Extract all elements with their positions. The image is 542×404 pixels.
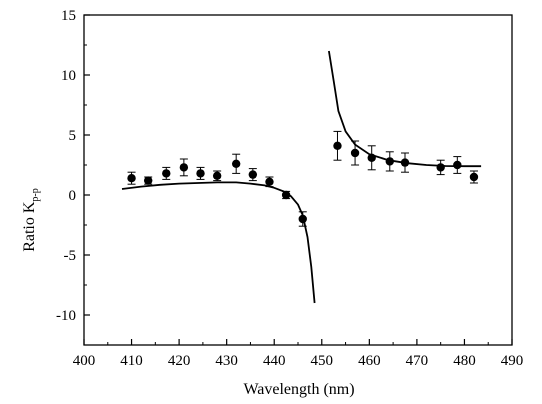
x-axis: 400 410 420 430 440 450 460 470 480 490 <box>73 339 524 369</box>
x-tick-label: 440 <box>263 353 286 369</box>
data-point <box>469 172 479 182</box>
y-tick-label: 10 <box>61 68 76 84</box>
x-tick-label: 490 <box>501 353 524 369</box>
data-point <box>231 159 241 168</box>
y-axis: 15 10 5 0 -5 -10 <box>56 8 90 346</box>
data-point <box>436 163 445 172</box>
data-points <box>127 130 479 227</box>
data-point <box>298 214 307 224</box>
data-point <box>281 190 291 200</box>
y-tick-label: 0 <box>69 188 77 204</box>
data-point <box>333 141 342 150</box>
y-tick-label: 5 <box>69 128 77 144</box>
fit-curve-segment-2 <box>328 50 482 168</box>
data-point <box>265 177 274 186</box>
data-point <box>144 176 153 185</box>
y-axis-title: Ratio Kp-p <box>21 188 41 252</box>
fit-curve-segment-1 <box>121 181 316 304</box>
data-point <box>400 158 410 167</box>
x-tick-label: 450 <box>311 353 334 369</box>
data-point <box>179 163 189 172</box>
x-tick-label: 410 <box>120 353 143 369</box>
x-tick-label: 400 <box>73 353 96 369</box>
fit-curve <box>121 50 482 304</box>
data-point <box>350 148 360 158</box>
y-tick-label: -5 <box>64 248 77 264</box>
data-point <box>367 153 376 162</box>
data-point <box>248 170 258 179</box>
data-point <box>385 157 394 166</box>
data-point <box>162 169 171 178</box>
data-point <box>212 171 222 180</box>
x-tick-label: 470 <box>406 353 429 369</box>
data-point <box>453 160 462 170</box>
x-tick-label: 480 <box>453 353 476 369</box>
y-axis-title-subscript: p-p <box>30 188 41 201</box>
data-point <box>196 169 205 178</box>
y-axis-title-main: Ratio K <box>21 201 38 252</box>
x-tick-label: 460 <box>358 353 381 369</box>
x-tick-label: 430 <box>215 353 238 369</box>
data-point <box>127 174 136 183</box>
y-tick-label: 15 <box>61 8 76 24</box>
x-axis-title: Wavelength (nm) <box>243 381 354 398</box>
x-tick-label: 420 <box>168 353 191 369</box>
y-tick-label: -10 <box>56 308 76 324</box>
